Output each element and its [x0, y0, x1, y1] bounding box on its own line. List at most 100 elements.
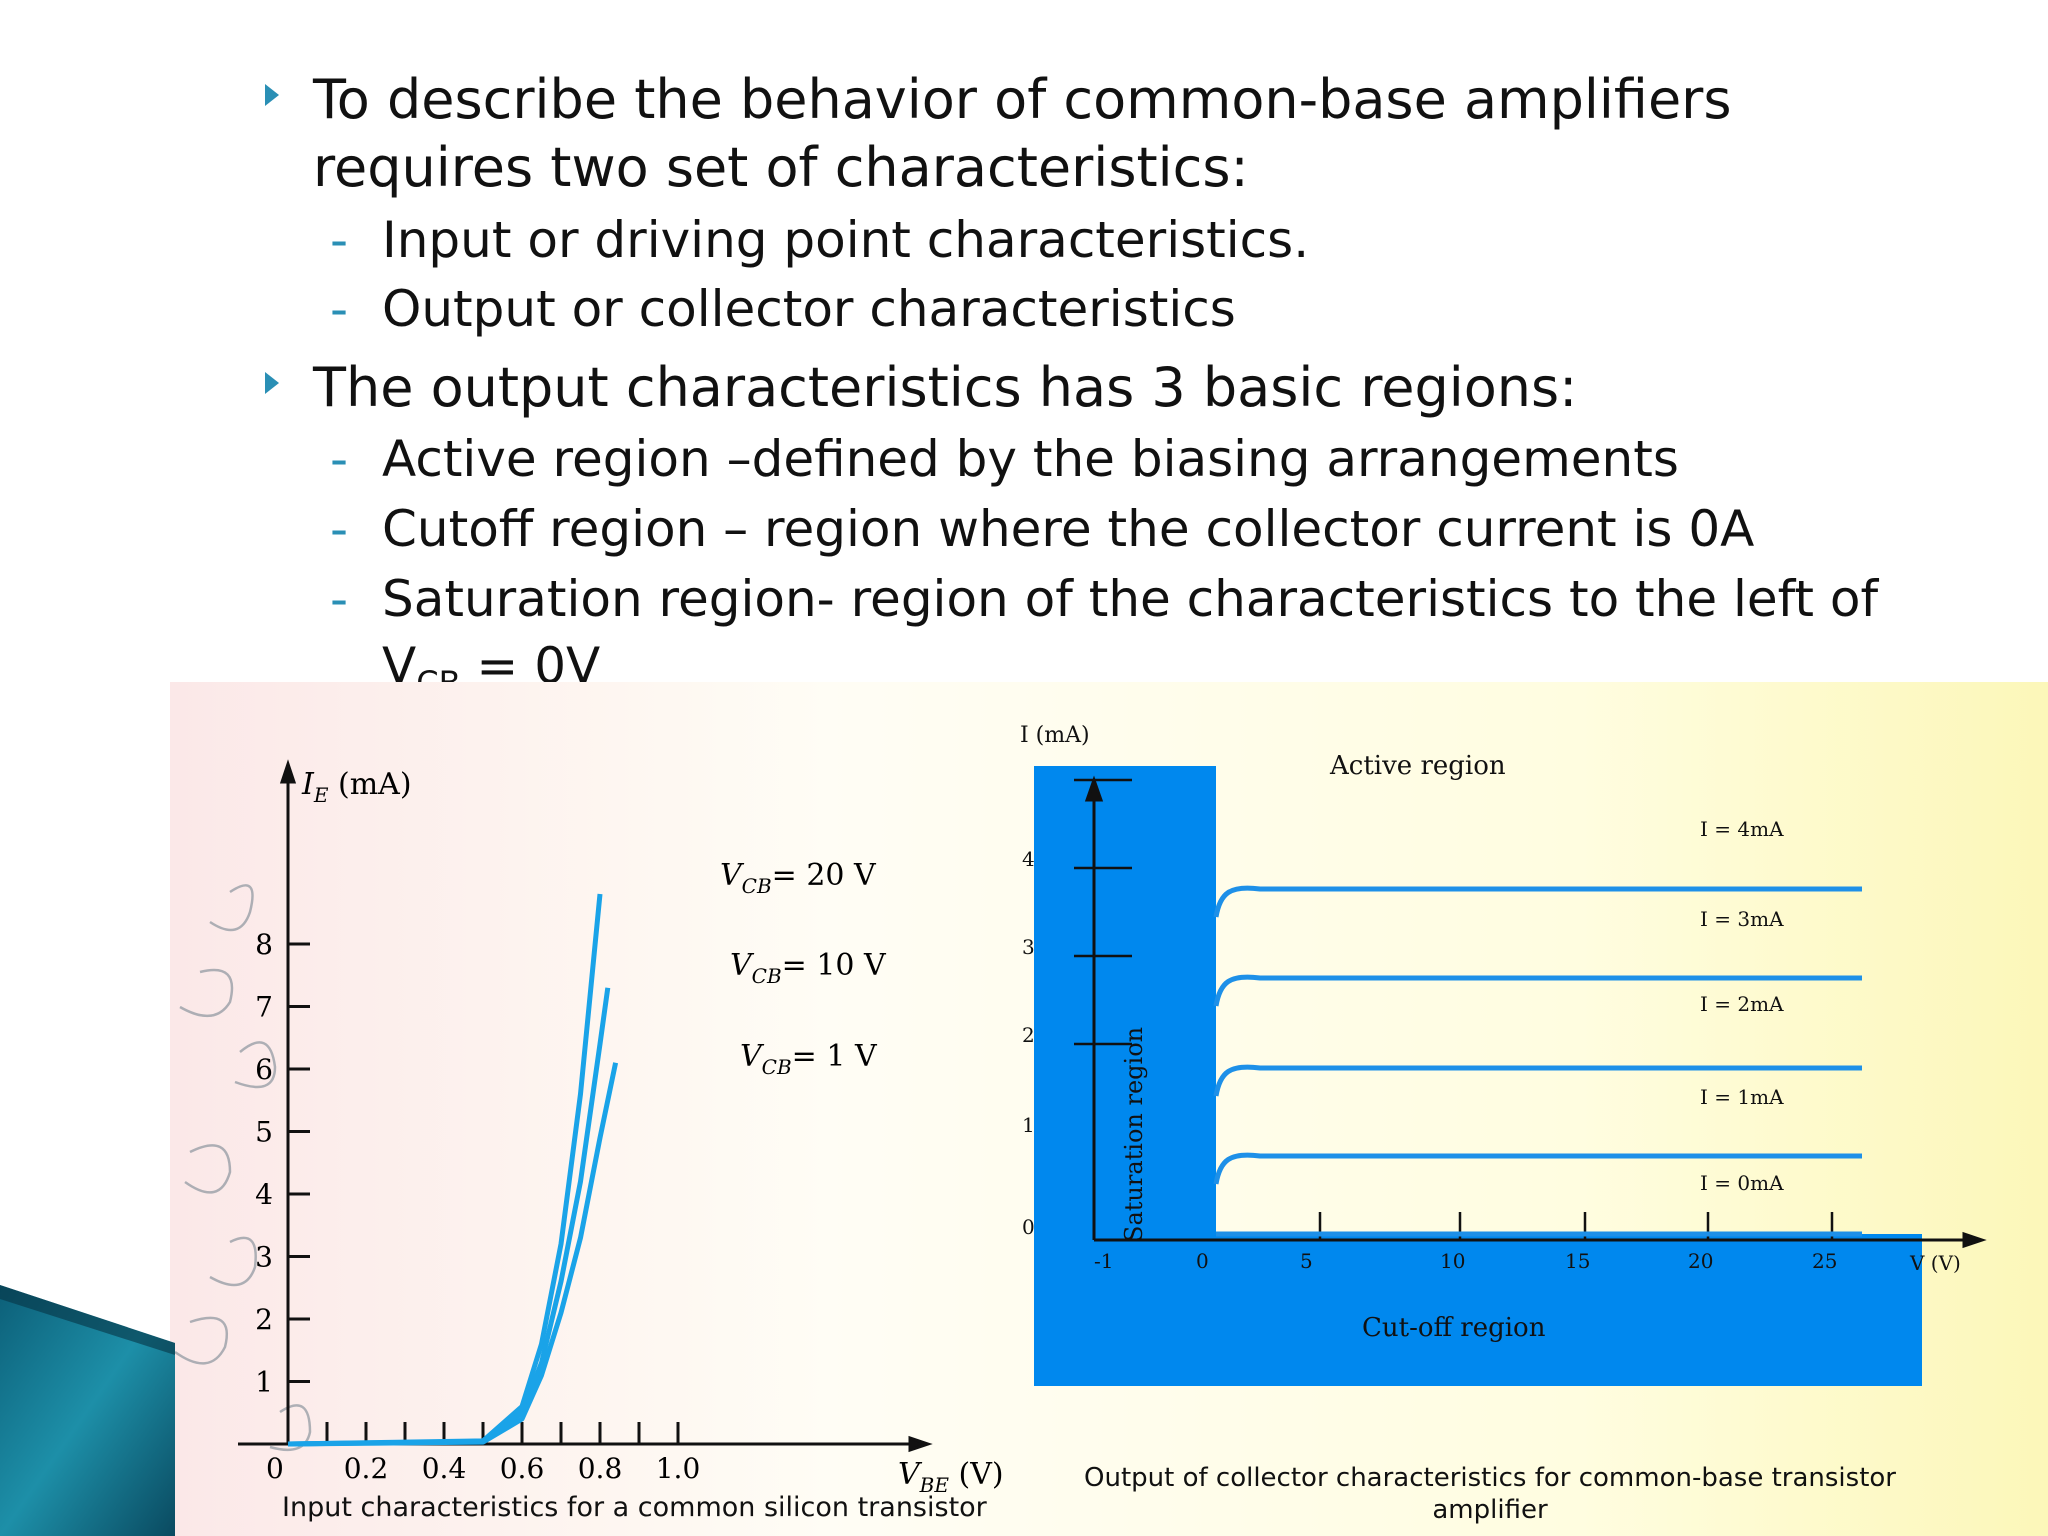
curve-0 — [287, 893, 603, 1447]
out-left-digit: 2 — [1022, 1023, 1035, 1047]
out-curve-label: I = 2mA — [1700, 992, 1784, 1016]
output-y-label: I (mA) — [1020, 723, 1090, 748]
region-fills — [1034, 766, 1922, 1386]
cl2-sub: CB — [762, 1055, 792, 1079]
out-left-digit: 0 — [1022, 1215, 1035, 1239]
output-x-label: V (V) — [1909, 1251, 1961, 1275]
input-x-label: VBE (V) — [898, 1457, 1004, 1497]
output-curves — [1213, 885, 1862, 1237]
x-tick-label: 0.2 — [344, 1452, 389, 1485]
bullet-arrow-icon — [265, 84, 279, 106]
y-tick-label: 8 — [255, 928, 273, 961]
out-x-tick-label: 25 — [1812, 1249, 1837, 1273]
output-x-tick-labels: -1 0 5 10 15 20 25 — [1094, 1249, 1837, 1273]
sub-bullet-text: Saturation region- region of the charact… — [382, 570, 1879, 628]
out-left-digit: 1 — [1022, 1113, 1035, 1137]
y-tick-label: 3 — [255, 1241, 273, 1274]
output-caption-line1: Output of collector characteristics for … — [1084, 1463, 1896, 1493]
bullet-1-line2: requires two set of characteristics: — [313, 136, 1249, 199]
out-left-digit: 3 — [1022, 935, 1035, 959]
out-curve-1 — [1213, 974, 1862, 1007]
output-ticks — [1074, 778, 1834, 1240]
active-region-label: Active region — [1329, 751, 1506, 781]
decorative-swirl-icon — [174, 884, 312, 1452]
ix-var: V — [898, 1457, 923, 1492]
sub-bullet-text: Output or collector characteristics — [382, 280, 1236, 338]
dash-icon: - — [330, 211, 349, 269]
cl1-sub: CB — [752, 964, 782, 988]
cl0-sub: CB — [742, 874, 772, 898]
vcb-v: V — [382, 637, 417, 682]
sub-bullet-output: - Output or collector characteristics — [330, 274, 1236, 344]
input-curve-labels: VCB= 20 V VCB= 10 V VCB= 1 V — [720, 858, 887, 1079]
sub-bullet-saturation: - Saturation region- region of the chara… — [330, 564, 1878, 634]
origin-label: 0 — [266, 1452, 284, 1485]
sub-bullet-input: - Input or driving point characteristics… — [330, 205, 1309, 275]
input-chart-caption: Input characteristics for a common silic… — [282, 1492, 987, 1523]
input-curves — [287, 893, 619, 1447]
cl0-rest: = 20 V — [772, 858, 877, 893]
vcb-sub: CB — [416, 664, 460, 682]
ix-sub: BE — [919, 1473, 950, 1497]
cutoff-region-fill — [1034, 1234, 1922, 1386]
out-curve-label: I = 3mA — [1700, 907, 1784, 931]
curve-label-20v: VCB= 20 V — [720, 858, 877, 898]
input-y-label: IE (mA) — [301, 767, 412, 807]
bullet-2-text: The output characteristics has 3 basic r… — [313, 356, 1578, 419]
out-curve-label: I = 4mA — [1700, 817, 1784, 841]
output-curve-labels: I = 4mA I = 3mA I = 2mA I = 1mA I = 0mA — [1700, 817, 1784, 1195]
dash-icon: - — [330, 500, 349, 558]
output-texts: I (mA) Active region Cut-off region Satu… — [1020, 723, 1961, 1343]
out-curve-label: I = 0mA — [1700, 1171, 1784, 1195]
bullet-2: The output characteristics has 3 basic r… — [265, 354, 1577, 422]
iy-var: I — [301, 767, 315, 802]
out-curve-2 — [1213, 1064, 1862, 1097]
sub-bullet-text: Cutoff region – region where the collect… — [382, 500, 1755, 558]
dash-icon: - — [330, 430, 349, 488]
bullet-1-line1: To describe the behavior of common-base … — [313, 68, 1732, 131]
output-left-digits: 4 3 2 1 0 — [1022, 847, 1035, 1239]
x-tick-label: 0.4 — [422, 1452, 467, 1485]
output-characteristics-chart: I (mA) Active region Cut-off region Satu… — [1020, 723, 1987, 1386]
dash-icon: - — [330, 280, 349, 338]
cl1-var: V — [730, 948, 755, 983]
out-x-tick-label: 0 — [1196, 1249, 1209, 1273]
x-tick-label: 0.6 — [500, 1452, 545, 1485]
bullet-1: To describe the behavior of common-base … — [265, 66, 1732, 202]
output-axes — [1084, 775, 1987, 1249]
out-curve-label: I = 1mA — [1700, 1085, 1784, 1109]
curve-2 — [287, 1062, 619, 1447]
y-tick-label: 5 — [255, 1116, 273, 1149]
decorative-corner-shape — [0, 1285, 175, 1536]
iy-sub: E — [313, 783, 329, 807]
x-tick-label: 0.8 — [578, 1452, 623, 1485]
y-tick-label: 6 — [255, 1053, 273, 1086]
bullet-arrow-icon — [265, 372, 279, 394]
cl2-rest: = 1 V — [792, 1039, 878, 1074]
out-x-tick-label: 15 — [1565, 1249, 1590, 1273]
out-left-digit: 4 — [1022, 847, 1035, 871]
cutoff-region-label: Cut-off region — [1362, 1313, 1546, 1343]
vcb-rest: = 0V — [460, 637, 601, 682]
curve-label-10v: VCB= 10 V — [730, 948, 887, 988]
curve-1 — [287, 987, 611, 1447]
output-caption-line2: amplifier — [1432, 1495, 1548, 1525]
cl0-var: V — [720, 858, 745, 893]
input-x-ticks: 0.2 0.4 0.6 0.8 1.0 — [325, 1422, 701, 1485]
out-x-tick-label: 10 — [1440, 1249, 1465, 1273]
out-curve-0 — [1213, 885, 1862, 918]
y-tick-label: 2 — [255, 1303, 273, 1336]
sub-bullet-active: - Active region –defined by the biasing … — [330, 424, 1679, 494]
dash-icon: - — [330, 570, 349, 628]
y-tick-label: 4 — [255, 1178, 273, 1211]
out-x-tick-label: 20 — [1688, 1249, 1713, 1273]
cl2-var: V — [740, 1039, 765, 1074]
bullet-1-text: To describe the behavior of common-base … — [313, 66, 1732, 202]
out-x-tick-label: -1 — [1094, 1249, 1113, 1273]
input-y-ticks: 1 2 3 4 5 6 7 8 — [255, 928, 310, 1399]
curve-label-1v: VCB= 1 V — [740, 1039, 878, 1079]
out-curve-3 — [1213, 1152, 1862, 1185]
sub-bullet-saturation-cont: VCB = 0V — [382, 636, 600, 682]
x-tick-label: 1.0 — [656, 1452, 701, 1485]
